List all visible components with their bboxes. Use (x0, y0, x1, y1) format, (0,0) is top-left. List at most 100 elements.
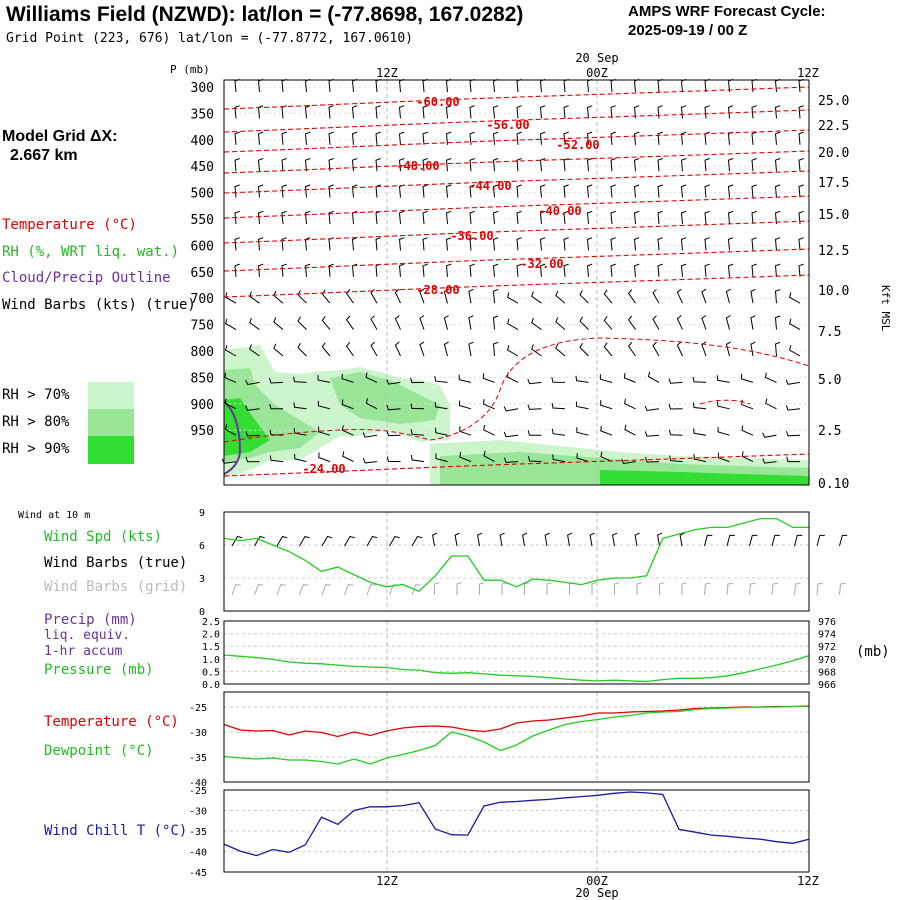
cloud-legend-label: Cloud/Precip Outline (2, 270, 171, 286)
wind-barb (785, 405, 801, 411)
wind-barb (422, 237, 428, 251)
wind-y-tick: 6 (199, 541, 205, 552)
wind-barb (410, 377, 425, 384)
height-tick-label: 15.0 (818, 208, 849, 223)
isotherm-label: -48.00 (396, 159, 439, 173)
wind-barb (633, 131, 640, 145)
windchill-panel (223, 789, 810, 873)
height-tick-label: 0.10 (818, 477, 849, 492)
wind-barb (644, 405, 660, 412)
isotherm-line (223, 170, 810, 194)
wind-barb (627, 315, 636, 330)
wind-barb (422, 131, 428, 145)
wind-barb (245, 431, 260, 437)
wind-barb (351, 105, 358, 119)
wind-barb (398, 263, 405, 277)
wind-barb (579, 342, 589, 357)
wind-barb (234, 237, 240, 251)
wind-barb (304, 158, 311, 172)
wind-barb (273, 317, 284, 330)
wind-barb (551, 403, 566, 410)
wind-barb-grid (749, 582, 756, 596)
wind-barb (445, 184, 452, 198)
wind-barb-true (344, 535, 355, 547)
wind-barb (375, 237, 381, 251)
wind-barb-grid (344, 584, 354, 596)
pressure-line (223, 654, 810, 683)
wind-barb (445, 105, 452, 119)
wind-barb (281, 184, 287, 198)
wind-barb (503, 457, 519, 463)
wind-barb-grid (681, 582, 687, 595)
wind-barb (774, 184, 781, 198)
wind-barb (318, 452, 331, 463)
wind-barb (750, 288, 756, 304)
wind-barb (422, 78, 428, 93)
pressure-y-tick: 976 (818, 617, 836, 628)
wind-barb (492, 210, 499, 225)
wind-barb (422, 263, 428, 277)
wind-barb (351, 131, 358, 145)
wind-barb (492, 315, 499, 330)
wind-barb (798, 158, 804, 172)
wind-barb (586, 131, 593, 145)
wind-barb (762, 432, 777, 438)
wind-barb (727, 131, 734, 145)
wind-barb-grid (726, 582, 733, 596)
wind-barb (459, 426, 472, 436)
pressure-label: Pressure (mb) (44, 662, 154, 678)
wind-barb (586, 158, 593, 172)
wind-barb (516, 237, 522, 251)
wind-barb (669, 455, 683, 463)
wind-barb (458, 400, 472, 410)
wind-barb (789, 318, 801, 331)
wind-barb-grid (501, 582, 507, 595)
pressure-panel (223, 620, 810, 685)
wind-barb (704, 210, 710, 225)
wind-barb (411, 454, 425, 463)
wind-barb (398, 131, 405, 145)
wind-barb (297, 290, 307, 304)
wind-barb (304, 263, 311, 277)
rh90-area (224, 398, 270, 456)
wind-barb (727, 237, 734, 251)
wind-barb-true (839, 534, 848, 547)
wind-barb (422, 210, 428, 225)
wind-barb (798, 184, 804, 198)
precip-y-tick: 1.5 (202, 642, 220, 653)
wind-barb-true (634, 532, 640, 547)
wind-barb (281, 158, 287, 172)
wind-barb (370, 288, 378, 304)
model-grid-value: 2.667 km (10, 147, 78, 164)
wind-barb (668, 378, 683, 384)
wind-barb (764, 372, 777, 383)
wind-barb (434, 376, 448, 383)
wind-barb-true (299, 535, 310, 547)
wind-barb (600, 451, 613, 463)
wind-barb (725, 315, 731, 330)
wind-barb (503, 406, 519, 412)
wind-y-tick: 3 (199, 574, 205, 585)
wind-barb (293, 376, 307, 383)
rh90-label: RH > 90% (2, 441, 70, 457)
wind-barb (610, 237, 616, 251)
wind-speed-line (223, 517, 809, 592)
wind-barb (676, 288, 683, 304)
wind-barb (725, 288, 731, 304)
wind-barb (469, 158, 475, 172)
wind-barb (527, 430, 542, 436)
wind-barb (774, 78, 781, 93)
wind-barb (469, 184, 475, 198)
wind-barb (600, 425, 613, 436)
wind-barb (751, 210, 757, 225)
wind-barb (293, 428, 307, 436)
wind-barb (563, 131, 569, 145)
wind-10m-title: Wind at 10 m (18, 510, 91, 521)
wind-barb (445, 210, 452, 225)
wind-barb (624, 424, 636, 436)
wind-barb-true (657, 532, 663, 547)
wind-barb (394, 341, 401, 357)
wind-barb (798, 237, 804, 251)
wind-barb (234, 158, 240, 172)
wind-barb (751, 184, 757, 198)
